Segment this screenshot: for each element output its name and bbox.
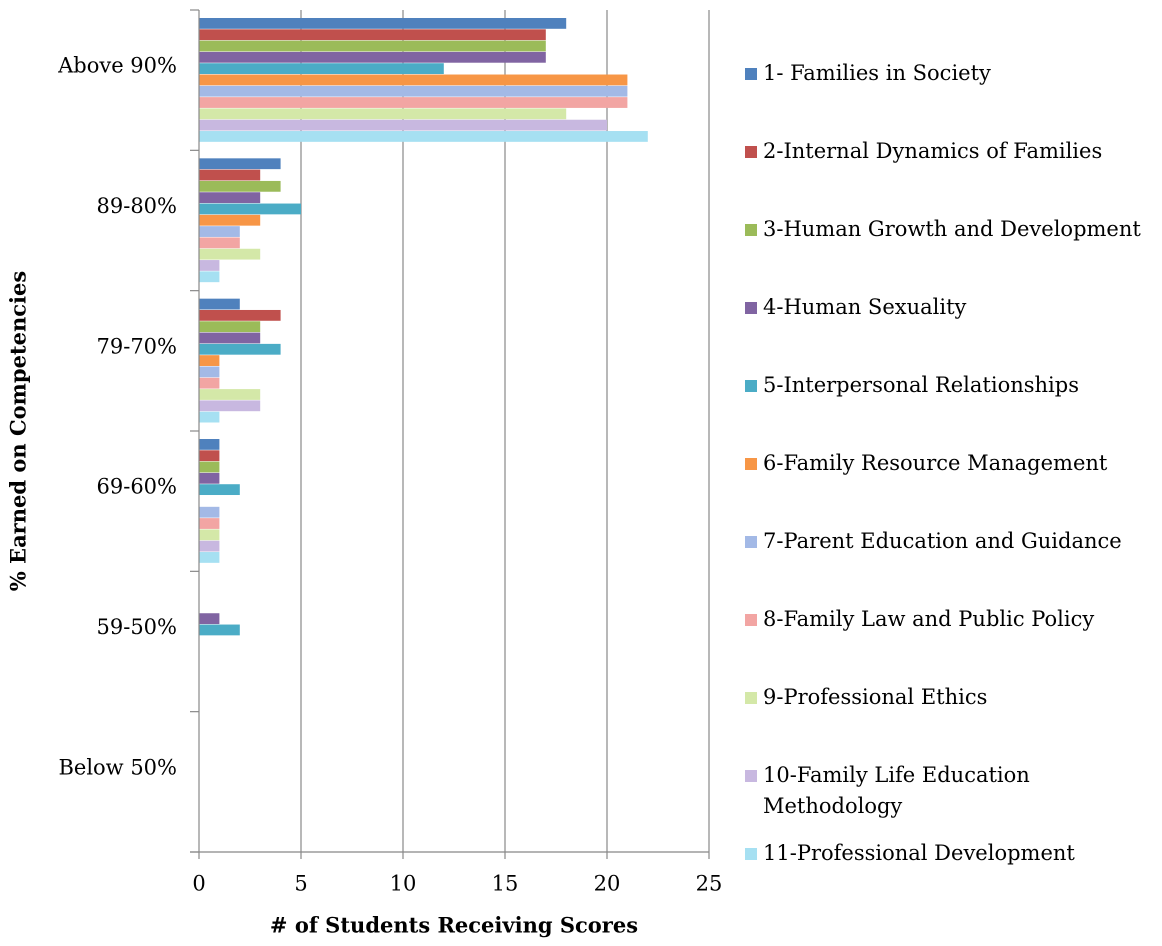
x-tick-label: 20 xyxy=(594,872,621,896)
bar xyxy=(199,203,301,215)
bar xyxy=(199,192,261,204)
bar xyxy=(199,366,220,378)
legend-swatch xyxy=(745,146,757,158)
y-tick-label: 59-50% xyxy=(97,615,178,639)
bar xyxy=(199,85,628,97)
x-tick-label: 15 xyxy=(492,872,519,896)
bar xyxy=(199,321,261,333)
legend-item: 10-Family Life Education Methodology xyxy=(745,760,1145,822)
legend-label: 5-Interpersonal Relationships xyxy=(763,373,1079,397)
legend-swatch xyxy=(745,692,757,704)
legend-label: 11-Professional Development xyxy=(763,841,1075,865)
bar xyxy=(199,613,220,625)
bar xyxy=(199,18,567,29)
legend-item: 2-Internal Dynamics of Families xyxy=(745,136,1145,167)
y-tick-label: Above 90% xyxy=(57,54,177,78)
legend-label: 2-Internal Dynamics of Families xyxy=(763,139,1103,163)
legend-label: 10-Family Life Education Methodology xyxy=(763,763,1030,818)
legend-item: 9-Professional Ethics xyxy=(745,682,1145,713)
legend-swatch xyxy=(745,302,757,314)
legend-swatch xyxy=(745,380,757,392)
legend-label: 4-Human Sexuality xyxy=(763,295,967,319)
y-axis-title: % Earned on Competencies xyxy=(6,271,31,591)
bar xyxy=(199,63,444,75)
bar xyxy=(199,51,546,63)
bar xyxy=(199,298,240,310)
bar xyxy=(199,540,220,552)
bar xyxy=(199,29,546,41)
bar xyxy=(199,226,240,237)
bar xyxy=(199,332,261,344)
bar xyxy=(199,506,220,518)
x-tick-label: 5 xyxy=(294,872,307,896)
bar xyxy=(199,529,220,541)
legend-label: 1- Families in Society xyxy=(763,61,991,85)
bar xyxy=(199,355,220,366)
bar xyxy=(199,74,628,86)
bar xyxy=(199,271,220,283)
bar xyxy=(199,389,261,400)
bar xyxy=(199,108,567,120)
bar xyxy=(199,518,220,529)
bar xyxy=(199,624,240,636)
legend-label: 6-Family Resource Management xyxy=(763,451,1108,475)
bar xyxy=(199,214,261,226)
bar xyxy=(199,131,648,142)
x-tick-label: 10 xyxy=(390,872,417,896)
bar xyxy=(199,400,261,412)
bar xyxy=(199,40,546,52)
legend-label: 9-Professional Ethics xyxy=(763,685,988,709)
x-tick-label: 25 xyxy=(696,872,723,896)
bar xyxy=(199,169,261,181)
y-tick-label: 69-60% xyxy=(97,475,178,499)
bar xyxy=(199,343,281,355)
legend-item: 3-Human Growth and Development xyxy=(745,214,1145,245)
bar xyxy=(199,484,240,496)
bar xyxy=(199,158,281,170)
legend-swatch xyxy=(745,458,757,470)
legend-swatch xyxy=(745,614,757,626)
legend-swatch xyxy=(745,536,757,548)
y-tick-label: 79-70% xyxy=(97,334,178,358)
legend-swatch xyxy=(745,848,757,860)
legend-item: 7-Parent Education and Guidance xyxy=(745,526,1145,557)
bar xyxy=(199,552,220,563)
legend-item: 5-Interpersonal Relationships xyxy=(745,370,1145,401)
y-tick-label: 89-80% xyxy=(97,194,178,218)
legend-swatch xyxy=(745,770,757,782)
legend-swatch xyxy=(745,68,757,80)
bar xyxy=(199,248,261,260)
bar xyxy=(199,237,240,249)
bar xyxy=(199,439,220,450)
legend-label: 7-Parent Education and Guidance xyxy=(763,529,1122,553)
legend-item: 6-Family Resource Management xyxy=(745,448,1145,479)
legend-item: 4-Human Sexuality xyxy=(745,292,1145,323)
bar xyxy=(199,461,220,473)
x-axis-title: # of Students Receiving Scores xyxy=(270,913,638,938)
legend-item: 11-Professional Development xyxy=(745,838,1145,869)
bar xyxy=(199,309,281,321)
bar xyxy=(199,97,628,108)
legend-swatch xyxy=(745,224,757,236)
legend-label: 3-Human Growth and Development xyxy=(763,217,1141,241)
bar xyxy=(199,180,281,192)
bar xyxy=(199,260,220,271)
y-tick-label: Below 50% xyxy=(58,755,177,779)
bar xyxy=(199,411,220,423)
x-tick-label: 0 xyxy=(192,872,205,896)
legend-label: 8-Family Law and Public Policy xyxy=(763,607,1095,631)
bar xyxy=(199,377,220,389)
bar xyxy=(199,119,607,131)
bar xyxy=(199,450,220,462)
bar xyxy=(199,472,220,484)
legend-item: 1- Families in Society xyxy=(745,58,1145,89)
legend-item: 8-Family Law and Public Policy xyxy=(745,604,1145,635)
